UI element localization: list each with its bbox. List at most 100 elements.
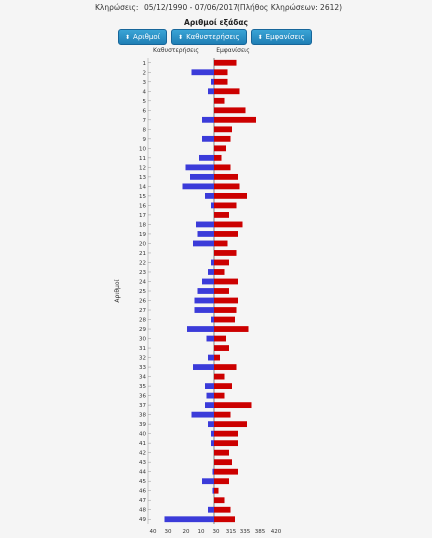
- delay-bar[interactable]: [185, 164, 215, 171]
- appearance-bar[interactable]: [214, 326, 249, 332]
- delay-bar[interactable]: [208, 88, 214, 95]
- appearance-bar[interactable]: [214, 240, 228, 247]
- appearance-bar[interactable]: [214, 345, 229, 351]
- delay-bar[interactable]: [187, 326, 214, 332]
- delay-bar[interactable]: [202, 116, 214, 123]
- appearance-bar[interactable]: [214, 440, 238, 447]
- appearance-bar[interactable]: [214, 78, 228, 85]
- appearance-bar[interactable]: [214, 354, 220, 361]
- appearance-bar[interactable]: [214, 373, 225, 380]
- appearance-bar[interactable]: [214, 487, 219, 494]
- y-tick-label: 24: [139, 279, 146, 285]
- delay-bar[interactable]: [194, 307, 215, 313]
- delay-bar[interactable]: [197, 288, 215, 294]
- appearance-bar[interactable]: [214, 430, 238, 437]
- appearance-bar[interactable]: [214, 173, 238, 180]
- delay-bar[interactable]: [196, 221, 214, 228]
- y-tick-label: 30: [139, 337, 146, 343]
- appearance-bar[interactable]: [214, 402, 252, 409]
- y-tick-label: 9: [143, 137, 147, 143]
- delay-bar[interactable]: [212, 468, 215, 475]
- delay-bar[interactable]: [205, 402, 214, 409]
- y-tick-label: 17: [139, 213, 146, 219]
- delay-bar[interactable]: [208, 269, 214, 275]
- appearance-bar[interactable]: [214, 88, 240, 95]
- y-tick-label: 6: [143, 108, 147, 114]
- delay-bar[interactable]: [211, 440, 214, 447]
- appearance-bar[interactable]: [214, 335, 226, 342]
- delay-bar[interactable]: [193, 240, 214, 247]
- appearance-bar[interactable]: [214, 383, 232, 390]
- appearance-bar[interactable]: [214, 307, 237, 313]
- appearance-bar[interactable]: [214, 192, 247, 199]
- delay-bar[interactable]: [191, 411, 215, 418]
- appearance-bar[interactable]: [214, 97, 225, 104]
- delay-bar[interactable]: [208, 354, 214, 361]
- appearance-bar[interactable]: [214, 259, 229, 266]
- delay-bar[interactable]: [208, 506, 214, 513]
- appearance-bar[interactable]: [214, 364, 237, 370]
- delay-bar[interactable]: [211, 78, 214, 85]
- delay-bar[interactable]: [208, 421, 214, 428]
- appearance-bar[interactable]: [214, 202, 237, 209]
- delay-bar[interactable]: [206, 392, 215, 399]
- delay-bar[interactable]: [199, 154, 214, 161]
- delay-bar[interactable]: [182, 183, 215, 190]
- appearance-bar[interactable]: [214, 468, 238, 475]
- appearance-bar[interactable]: [214, 297, 238, 304]
- appearance-bar[interactable]: [214, 269, 225, 275]
- delay-bar[interactable]: [206, 335, 215, 342]
- delay-bar[interactable]: [197, 231, 215, 237]
- sort-numbers-button[interactable]: ⬍ Αριθμοί: [118, 29, 168, 45]
- appearance-bar[interactable]: [214, 250, 237, 256]
- delay-bar[interactable]: [211, 430, 214, 437]
- delay-bar[interactable]: [205, 192, 214, 199]
- sort-delays-button[interactable]: ⬍ Καθυστερήσεις: [171, 29, 247, 45]
- appearance-bar[interactable]: [214, 449, 229, 456]
- appearance-bar[interactable]: [214, 459, 232, 466]
- appearance-bar[interactable]: [214, 107, 246, 114]
- delay-bar[interactable]: [194, 297, 215, 304]
- appearance-bar[interactable]: [214, 183, 240, 190]
- appearance-bar[interactable]: [214, 145, 226, 152]
- appearance-bar[interactable]: [214, 126, 232, 133]
- delay-bar[interactable]: [193, 364, 214, 370]
- appearance-bar[interactable]: [214, 212, 229, 218]
- appearance-bar[interactable]: [214, 478, 229, 485]
- appearance-bar[interactable]: [214, 506, 231, 513]
- appearance-bar[interactable]: [214, 231, 238, 237]
- appearance-bar[interactable]: [214, 516, 235, 523]
- delay-bar[interactable]: [205, 383, 214, 390]
- y-tick-label: 47: [139, 498, 146, 504]
- appearance-bar[interactable]: [214, 69, 228, 76]
- y-tick-label: 22: [139, 260, 146, 266]
- sort-arrows-icon: ⬍: [125, 33, 131, 41]
- appearance-bar[interactable]: [214, 497, 225, 504]
- appearance-bar[interactable]: [214, 421, 247, 428]
- delay-bar[interactable]: [191, 69, 215, 76]
- delay-bar[interactable]: [212, 487, 215, 494]
- appearance-bar[interactable]: [214, 316, 235, 323]
- delay-bar[interactable]: [202, 135, 214, 142]
- appearance-bar[interactable]: [214, 135, 231, 142]
- appearance-bar[interactable]: [214, 288, 229, 294]
- appearance-bar[interactable]: [214, 154, 222, 161]
- appearance-bar[interactable]: [214, 392, 225, 399]
- delay-bar[interactable]: [211, 259, 214, 266]
- delay-bar[interactable]: [211, 202, 214, 209]
- appearance-bar[interactable]: [214, 116, 256, 123]
- y-tick-label: 2: [143, 70, 147, 76]
- appearance-bar[interactable]: [214, 164, 231, 171]
- appearance-bar[interactable]: [214, 411, 231, 418]
- sort-appearances-button[interactable]: ⬍ Εμφανίσεις: [250, 29, 312, 45]
- appearance-bar[interactable]: [214, 59, 237, 66]
- delay-bar[interactable]: [202, 478, 214, 485]
- sort-numbers-label: Αριθμοί: [133, 33, 161, 41]
- appearance-bar[interactable]: [214, 221, 243, 228]
- delay-bar[interactable]: [190, 173, 214, 180]
- delay-bar[interactable]: [202, 278, 214, 285]
- delay-bar[interactable]: [164, 516, 215, 523]
- delay-bar[interactable]: [211, 316, 214, 323]
- appearance-bar[interactable]: [214, 278, 238, 285]
- y-tick-label: 18: [139, 222, 146, 228]
